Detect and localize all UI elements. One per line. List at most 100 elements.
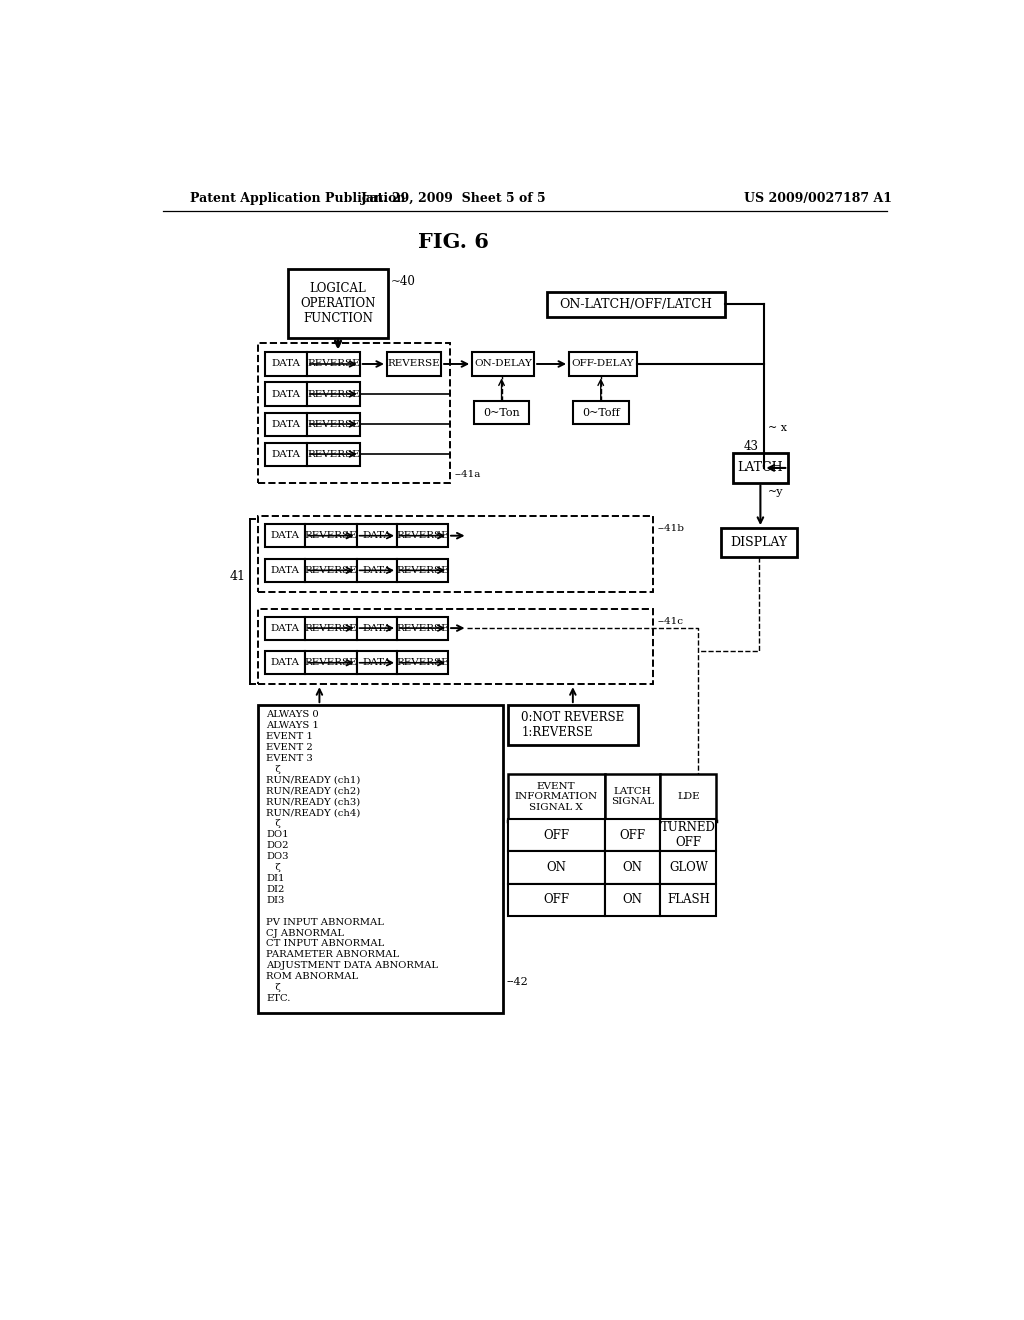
Bar [265,558,305,582]
Text: ON: ON [623,861,642,874]
Text: Patent Application Publication: Patent Application Publication [190,191,406,205]
Text: DATA: DATA [270,566,300,574]
Bar [397,524,449,548]
Text: PV INPUT ABNORMAL: PV INPUT ABNORMAL [266,917,384,927]
Bar [307,442,359,466]
Text: LATCH
SIGNAL: LATCH SIGNAL [611,787,654,807]
Bar [397,651,449,675]
Text: DO2: DO2 [266,841,289,850]
Bar [305,524,356,548]
Text: ALWAYS 0: ALWAYS 0 [266,710,318,719]
Bar [265,413,307,436]
Text: CJ ABNORMAL: CJ ABNORMAL [266,928,344,937]
Text: REVERSE: REVERSE [396,566,449,574]
Bar [508,884,604,916]
Bar [305,558,356,582]
Bar [356,524,397,548]
Bar [604,884,660,916]
Text: 0~Ton: 0~Ton [483,408,520,417]
Text: CT INPUT ABNORMAL: CT INPUT ABNORMAL [266,940,384,949]
Bar [258,516,653,591]
Text: DATA: DATA [362,566,391,574]
Text: RUN/READY (ch4): RUN/READY (ch4) [266,808,360,817]
Text: EVENT
INFORMATION
SIGNAL X: EVENT INFORMATION SIGNAL X [515,781,598,812]
Text: REVERSE: REVERSE [305,531,357,540]
Bar [604,818,660,851]
Text: DI1: DI1 [266,874,285,883]
Text: DI2: DI2 [266,884,285,894]
Bar [265,352,307,376]
Text: DATA: DATA [362,623,391,632]
Text: REVERSE: REVERSE [307,420,359,429]
Text: ζ: ζ [266,820,281,828]
Bar [265,616,305,640]
Text: ζ: ζ [266,764,281,774]
Text: REVERSE: REVERSE [396,623,449,632]
Bar [508,851,604,884]
Bar [397,616,449,640]
Bar [356,651,397,675]
Bar [397,558,449,582]
Text: DO1: DO1 [266,830,289,840]
Text: EVENT 1: EVENT 1 [266,731,312,741]
Bar [508,705,638,744]
Text: REVERSE: REVERSE [307,389,359,399]
Bar [569,352,637,376]
Text: DATA: DATA [270,623,300,632]
Text: REVERSE: REVERSE [305,566,357,574]
Text: ON: ON [623,894,642,907]
Text: GLOW: GLOW [669,861,708,874]
Text: REVERSE: REVERSE [388,359,440,368]
Text: US 2009/0027187 A1: US 2009/0027187 A1 [743,191,892,205]
Text: DISPLAY: DISPLAY [730,536,787,549]
Text: REVERSE: REVERSE [305,623,357,632]
Bar [660,818,716,851]
Bar [660,851,716,884]
Text: ~y: ~y [768,487,783,496]
Bar [572,401,629,424]
Text: 41: 41 [229,570,246,583]
Text: OFF: OFF [543,894,569,907]
Text: DI3: DI3 [266,896,285,904]
Text: ROM ABNORMAL: ROM ABNORMAL [266,973,358,981]
Bar [307,352,359,376]
Text: FIG. 6: FIG. 6 [418,231,488,252]
Bar [660,884,716,916]
Text: RUN/READY (ch1): RUN/READY (ch1) [266,775,360,784]
Text: ETC.: ETC. [266,994,291,1003]
Bar [307,383,359,405]
Bar [732,453,788,483]
Text: DO3: DO3 [266,851,289,861]
Text: DATA: DATA [271,450,301,458]
Bar [721,528,797,557]
Text: PARAMETER ABNORMAL: PARAMETER ABNORMAL [266,950,399,960]
Text: REVERSE: REVERSE [396,531,449,540]
Text: LDE: LDE [677,792,699,801]
Text: OFF: OFF [543,829,569,842]
Text: --42: --42 [507,977,528,987]
Text: DATA: DATA [270,659,300,667]
Bar [356,616,397,640]
Text: TURNED
OFF: TURNED OFF [660,821,716,849]
Text: REVERSE: REVERSE [307,359,359,368]
Bar [474,401,529,424]
Text: RUN/READY (ch2): RUN/READY (ch2) [266,787,360,796]
Bar [604,775,660,818]
Text: 43: 43 [744,440,759,453]
Bar [604,851,660,884]
Text: RUN/READY (ch3): RUN/READY (ch3) [266,797,360,807]
Text: EVENT 3: EVENT 3 [266,754,312,763]
Text: ~40: ~40 [391,275,416,288]
Text: ALWAYS 1: ALWAYS 1 [266,721,318,730]
Bar [508,775,604,818]
Text: ADJUSTMENT DATA ABNORMAL: ADJUSTMENT DATA ABNORMAL [266,961,438,970]
Text: ζ: ζ [266,863,281,873]
Text: --41a: --41a [455,470,480,479]
Bar [387,352,441,376]
Bar [258,705,503,1014]
Text: --41b: --41b [657,524,684,533]
Text: DATA: DATA [271,389,301,399]
Text: ζ: ζ [266,983,281,993]
Bar [508,818,604,851]
Text: REVERSE: REVERSE [307,450,359,458]
